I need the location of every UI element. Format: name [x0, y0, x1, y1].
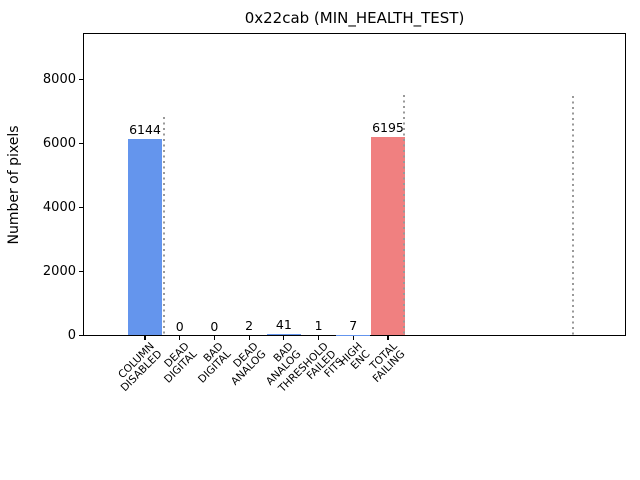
x-tick-mark	[352, 335, 354, 340]
bar-value-label: 6195	[372, 120, 404, 136]
bar-value-label: 1	[314, 318, 323, 334]
bar-value-label: 0	[175, 318, 184, 334]
y-tick-label: 4000	[42, 199, 76, 215]
x-tick-mark	[248, 335, 250, 340]
x-tick-mark	[144, 335, 146, 340]
y-tick-label: 0	[67, 327, 76, 343]
category-separator-line	[572, 96, 574, 336]
x-tick-mark	[317, 335, 320, 340]
bar-value-label: 41	[275, 317, 292, 333]
bar-value-label: 6144	[129, 121, 161, 137]
y-tick-label: 2000	[42, 263, 76, 279]
x-tick-mark	[283, 335, 285, 340]
bar-value-label: 2	[245, 318, 254, 334]
bar	[128, 138, 162, 336]
bar	[266, 334, 301, 336]
y-tick-mark	[78, 78, 83, 81]
bar-value-label: 0	[210, 318, 219, 334]
bar-value-label: 7	[349, 318, 358, 334]
category-separator-line	[163, 117, 165, 336]
y-tick-mark	[78, 270, 83, 273]
x-tick-mark	[213, 335, 215, 340]
y-tick-mark	[78, 206, 83, 209]
y-tick-mark	[78, 142, 83, 145]
chart-title: 0x22cab (MIN_HEALTH_TEST)	[244, 9, 465, 27]
y-tick-label: 6000	[42, 135, 76, 151]
category-separator-line	[403, 95, 405, 336]
y-tick-label: 8000	[42, 71, 76, 87]
y-tick-mark	[78, 334, 83, 337]
y-axis-label: Number of pixels	[6, 125, 22, 245]
bar	[370, 137, 405, 336]
x-tick-mark	[179, 335, 181, 340]
x-tick-mark	[387, 335, 389, 340]
